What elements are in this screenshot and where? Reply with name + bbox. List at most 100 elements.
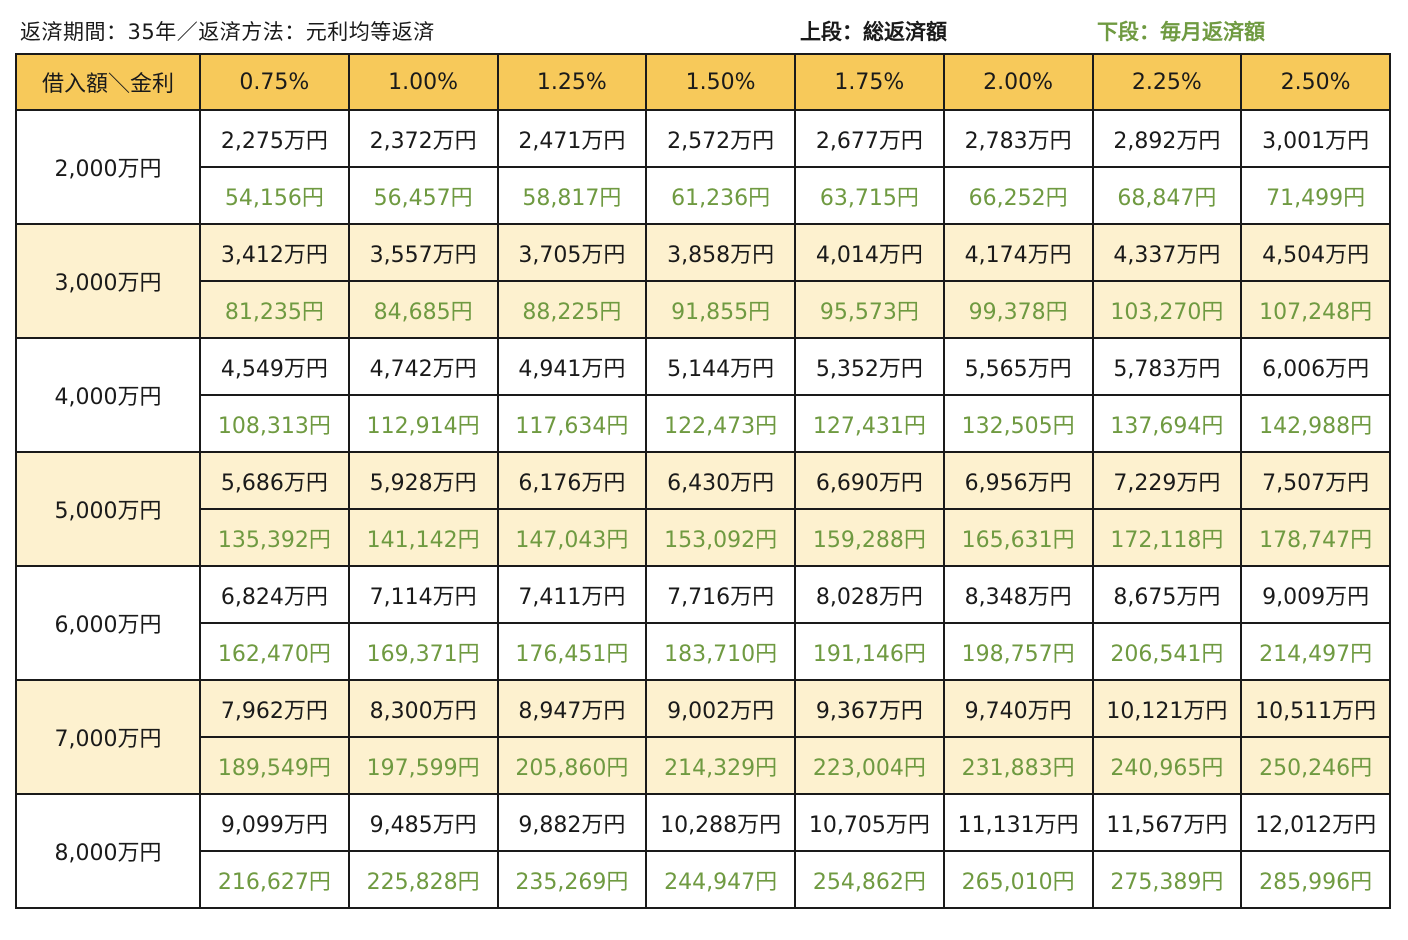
total-repayment-cell: 5,686万円 (199, 451, 350, 510)
monthly-payment-cell: 61,236円 (645, 166, 796, 225)
total-repayment-cell: 3,858万円 (645, 223, 796, 282)
header-row: 借入額＼金利 0.75% 1.00% 1.25% 1.50% 1.75% 2.0… (15, 53, 1391, 111)
monthly-payment-cell: 132,505円 (942, 394, 1094, 453)
monthly-payment-cell: 91,855円 (645, 280, 796, 339)
monthly-payment-cell: 254,862円 (794, 850, 945, 909)
monthly-payment-cell: 223,004円 (794, 736, 945, 795)
total-repayment-cell: 7,229万円 (1091, 451, 1243, 510)
total-repayment-cell: 5,928万円 (347, 451, 499, 510)
table-row-monthly: 81,235円 84,685円 88,225円 91,855円 95,573円 99,37… (16, 280, 1391, 339)
monthly-payment-cell: 68,847円 (1091, 166, 1243, 225)
rate-header: 1.50% (645, 53, 796, 111)
total-repayment-cell: 2,783万円 (942, 109, 1094, 168)
table-row-total: 6,000万円 6,824万円 7,114万円 7,411万円 7,716万円 8,028… (15, 565, 1391, 681)
total-repayment-cell: 3,557万円 (347, 223, 499, 282)
total-repayment-cell: 4,337万円 (1091, 223, 1243, 282)
principal-cell: 4,000万円 (15, 337, 201, 453)
monthly-payment-cell: 172,118円 (1091, 508, 1243, 567)
total-repayment-cell: 8,675万円 (1091, 565, 1243, 624)
corner-header: 借入額＼金利 (15, 53, 201, 111)
monthly-payment-cell: 225,828円 (347, 850, 499, 909)
total-repayment-cell: 7,962万円 (199, 679, 350, 738)
monthly-payment-cell: 141,142円 (347, 508, 499, 567)
table-row-monthly: 108,313円 112,914円 117,634円 122,473円 127,431円… (16, 394, 1391, 453)
total-repayment-cell: 9,485万円 (347, 793, 499, 852)
total-repayment-cell: 8,300万円 (347, 679, 499, 738)
total-repayment-cell: 3,412万円 (199, 223, 350, 282)
table-row-total: 4,000万円 4,549万円 4,742万円 4,941万円 5,144万円 5,352… (15, 337, 1391, 453)
monthly-payment-cell: 107,248円 (1240, 280, 1391, 339)
total-repayment-cell: 11,567万円 (1091, 793, 1243, 852)
table-row-total: 3,000万円 3,412万円 3,557万円 3,705万円 3,858万円 4,014… (15, 223, 1391, 339)
total-repayment-cell: 4,549万円 (199, 337, 350, 396)
monthly-payment-cell: 205,860円 (496, 736, 648, 795)
monthly-payment-cell: 231,883円 (942, 736, 1094, 795)
principal-cell: 6,000万円 (15, 565, 201, 681)
monthly-payment-cell: 108,313円 (199, 394, 350, 453)
monthly-payment-cell: 71,499円 (1240, 166, 1391, 225)
monthly-payment-cell: 99,378円 (942, 280, 1094, 339)
monthly-payment-cell: 84,685円 (347, 280, 499, 339)
total-repayment-cell: 6,690万円 (794, 451, 945, 510)
total-repayment-cell: 3,001万円 (1240, 109, 1391, 168)
total-repayment-cell: 6,430万円 (645, 451, 796, 510)
total-repayment-cell: 5,352万円 (794, 337, 945, 396)
total-repayment-cell: 9,367万円 (794, 679, 945, 738)
monthly-payment-cell: 169,371円 (347, 622, 499, 681)
monthly-payment-cell: 127,431円 (794, 394, 945, 453)
table-row-total: 5,000万円 5,686万円 5,928万円 6,176万円 6,430万円 6,690… (15, 451, 1391, 567)
principal-cell: 5,000万円 (15, 451, 201, 567)
rate-header: 2.25% (1091, 53, 1243, 111)
table-row-total: 2,000万円 2,275万円 2,372万円 2,471万円 2,572万円 2,677… (15, 109, 1391, 225)
monthly-payment-cell: 197,599円 (347, 736, 499, 795)
monthly-payment-cell: 165,631円 (942, 508, 1094, 567)
total-repayment-cell: 4,742万円 (347, 337, 499, 396)
monthly-payment-cell: 159,288円 (794, 508, 945, 567)
monthly-payment-cell: 214,329円 (645, 736, 796, 795)
principal-cell: 2,000万円 (15, 109, 201, 225)
total-repayment-cell: 11,131万円 (942, 793, 1094, 852)
table-row-monthly: 54,156円 56,457円 58,817円 61,236円 63,715円 66,25… (16, 166, 1391, 225)
total-repayment-cell: 9,882万円 (496, 793, 648, 852)
total-repayment-cell: 9,009万円 (1240, 565, 1391, 624)
monthly-payment-cell: 198,757円 (942, 622, 1094, 681)
total-repayment-cell: 6,006万円 (1240, 337, 1391, 396)
total-repayment-cell: 3,705万円 (496, 223, 648, 282)
repayment-table: 借入額＼金利 0.75% 1.00% 1.25% 1.50% 1.75% 2.0… (15, 53, 1391, 909)
total-repayment-cell: 5,783万円 (1091, 337, 1243, 396)
monthly-payment-cell: 189,549円 (199, 736, 350, 795)
monthly-payment-cell: 183,710円 (645, 622, 796, 681)
total-repayment-cell: 7,507万円 (1240, 451, 1391, 510)
monthly-payment-cell: 178,747円 (1240, 508, 1391, 567)
monthly-payment-cell: 88,225円 (496, 280, 648, 339)
monthly-payment-cell: 137,694円 (1091, 394, 1243, 453)
total-repayment-cell: 7,716万円 (645, 565, 796, 624)
monthly-payment-cell: 176,451円 (496, 622, 648, 681)
monthly-payment-cell: 240,965円 (1091, 736, 1243, 795)
total-repayment-cell: 2,572万円 (645, 109, 796, 168)
principal-cell: 7,000万円 (15, 679, 201, 795)
legend-lower-label: 下段：毎月返済額 (1097, 20, 1265, 44)
total-repayment-cell: 12,012万円 (1240, 793, 1391, 852)
total-repayment-cell: 7,411万円 (496, 565, 648, 624)
total-repayment-cell: 2,372万円 (347, 109, 499, 168)
total-repayment-cell: 8,348万円 (942, 565, 1094, 624)
monthly-payment-cell: 244,947円 (645, 850, 796, 909)
rate-header: 1.25% (496, 53, 648, 111)
monthly-payment-cell: 95,573円 (794, 280, 945, 339)
monthly-payment-cell: 122,473円 (645, 394, 796, 453)
table-body: 2,000万円 2,275万円 2,372万円 2,471万円 2,572万円 2,677… (15, 109, 1391, 909)
total-repayment-cell: 8,028万円 (794, 565, 945, 624)
monthly-payment-cell: 162,470円 (199, 622, 350, 681)
total-repayment-cell: 10,705万円 (794, 793, 945, 852)
principal-cell: 3,000万円 (15, 223, 201, 339)
table-row-monthly: 162,470円 169,371円 176,451円 183,710円 191,146円… (16, 622, 1391, 681)
monthly-payment-cell: 112,914円 (347, 394, 499, 453)
legend-upper-label: 上段：総返済額 (800, 20, 947, 44)
rate-header: 0.75% (199, 53, 350, 111)
total-repayment-cell: 5,565万円 (942, 337, 1094, 396)
monthly-payment-cell: 191,146円 (794, 622, 945, 681)
monthly-payment-cell: 66,252円 (942, 166, 1094, 225)
total-repayment-cell: 2,892万円 (1091, 109, 1243, 168)
total-repayment-cell: 6,176万円 (496, 451, 648, 510)
